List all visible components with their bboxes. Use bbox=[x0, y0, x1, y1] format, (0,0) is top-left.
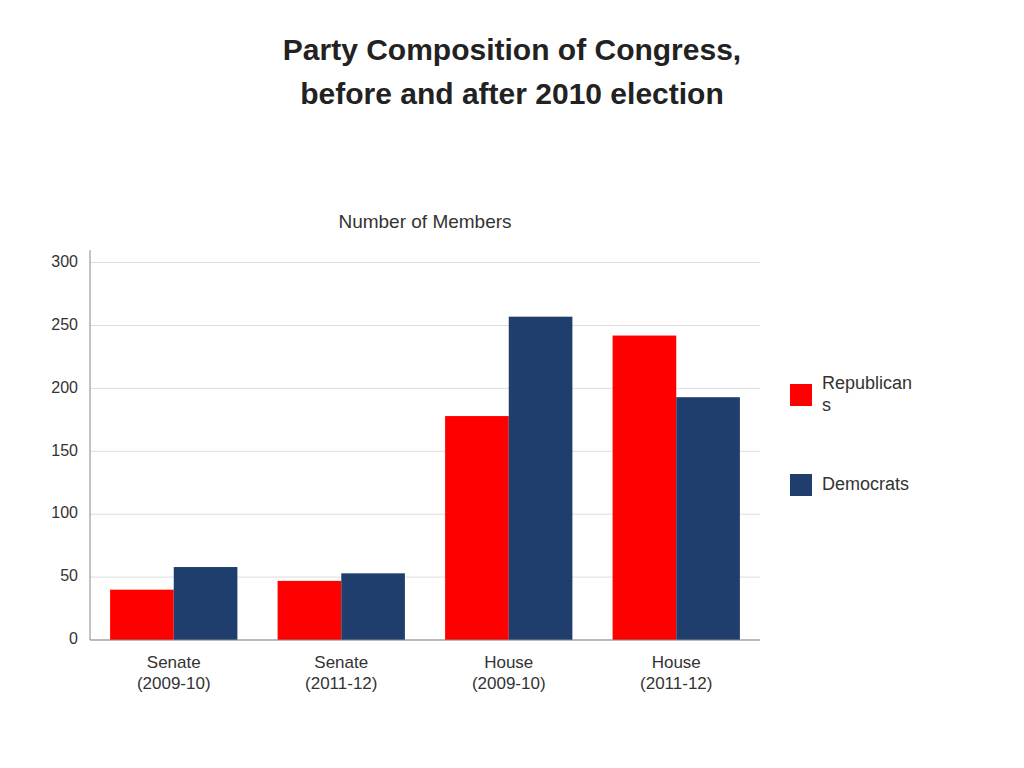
y-tick-label: 150 bbox=[51, 442, 78, 459]
chart: Party Composition of Congress,before and… bbox=[0, 0, 1024, 768]
grid-line bbox=[90, 262, 760, 263]
bar bbox=[174, 567, 238, 640]
y-tick-label: 50 bbox=[60, 567, 78, 584]
bar bbox=[613, 336, 677, 640]
y-tick-label: 0 bbox=[69, 630, 78, 647]
grid bbox=[90, 263, 760, 640]
y-tick-label: 300 bbox=[51, 253, 78, 270]
legend-swatch bbox=[790, 474, 812, 496]
legend-label: Republicans bbox=[822, 373, 912, 415]
subtitle: Number of Members bbox=[338, 211, 511, 232]
x-tick-label: Senate(2009-10) bbox=[137, 653, 211, 693]
bar bbox=[676, 397, 740, 640]
grid-line bbox=[90, 640, 760, 641]
legend-swatch bbox=[790, 384, 812, 406]
x-tick-label: Senate(2011-12) bbox=[305, 653, 377, 693]
bars bbox=[110, 317, 740, 640]
bar bbox=[278, 581, 342, 640]
bar bbox=[509, 317, 573, 640]
grid-line bbox=[90, 325, 760, 326]
y-tick-label: 250 bbox=[51, 316, 78, 333]
x-tick-label: House(2009-10) bbox=[472, 653, 546, 693]
bar bbox=[341, 573, 405, 640]
legend: Republicans Democrats bbox=[790, 373, 912, 496]
y-axis-line bbox=[90, 250, 91, 640]
y-tick-label: 200 bbox=[51, 379, 78, 396]
y-tick-label: 100 bbox=[51, 504, 78, 521]
x-axis-line bbox=[90, 640, 760, 641]
title: Party Composition of Congress,before and… bbox=[283, 33, 741, 110]
x-tick-label: House(2011-12) bbox=[640, 653, 712, 693]
bar bbox=[110, 590, 174, 640]
legend-label: Democrats bbox=[822, 474, 909, 494]
bar bbox=[445, 416, 509, 640]
